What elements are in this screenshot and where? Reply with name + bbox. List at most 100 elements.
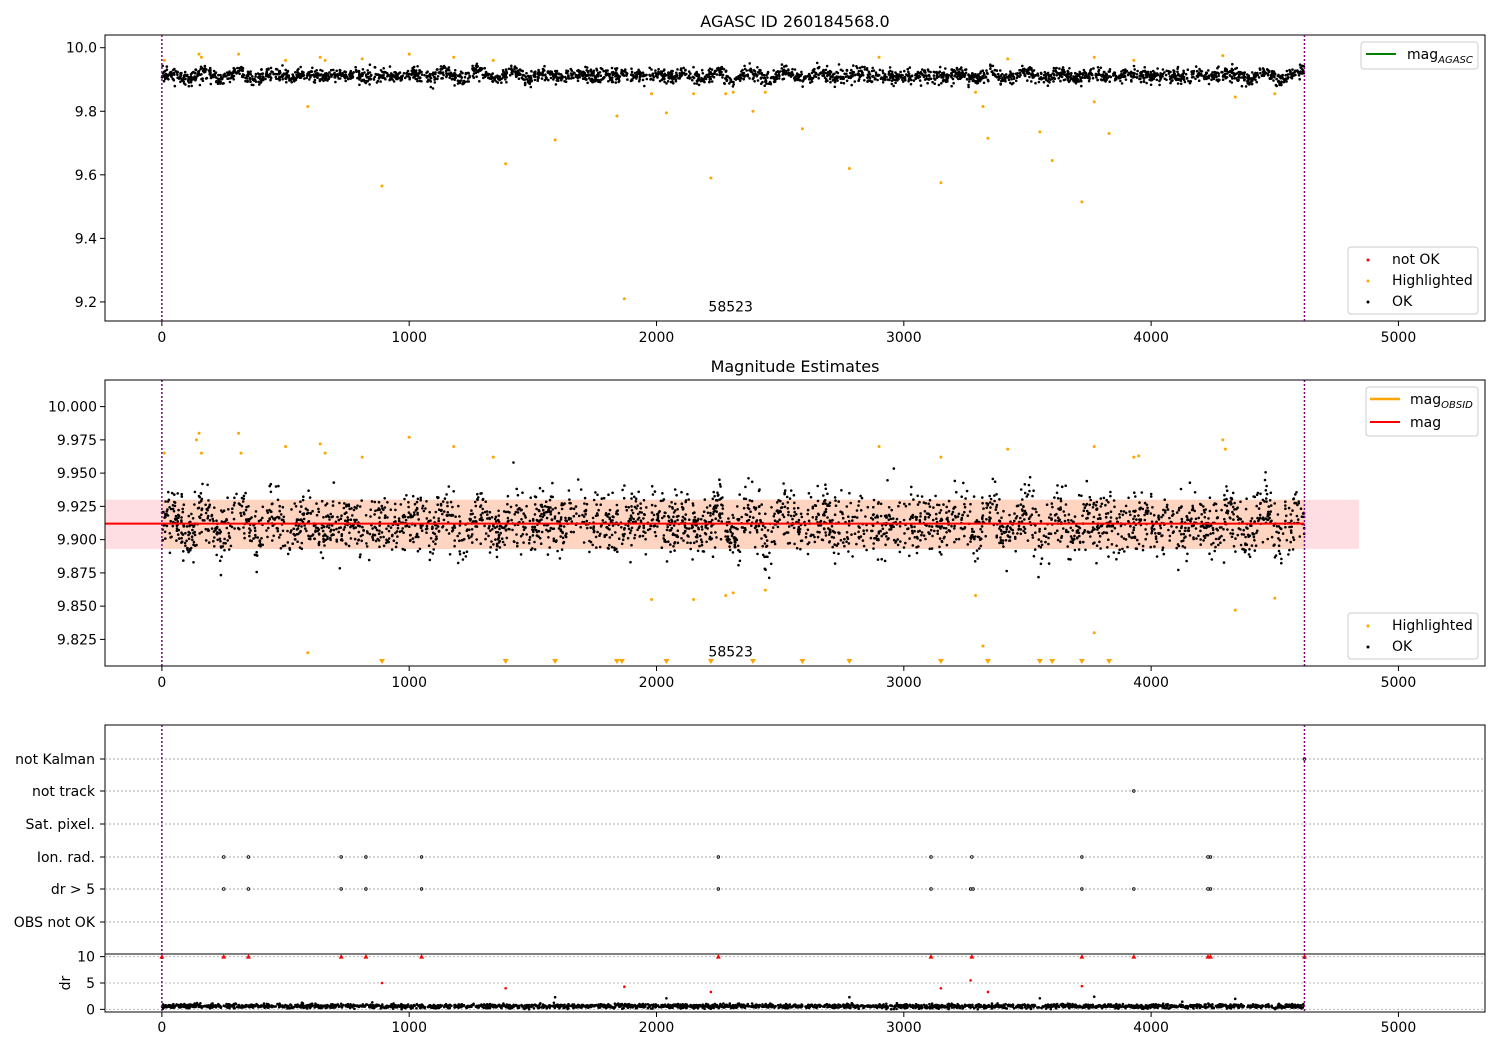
ok-point: [1092, 77, 1095, 80]
ok-point: [1008, 514, 1011, 517]
ok-point: [966, 78, 969, 81]
highlighted-point: [939, 181, 942, 184]
ok-point: [515, 488, 518, 491]
ok-point: [985, 76, 988, 79]
ok-point: [166, 510, 169, 513]
ok-point: [328, 518, 331, 521]
ok-point: [1151, 520, 1154, 523]
ok-point: [1105, 73, 1108, 76]
ok-point: [828, 73, 831, 76]
ok-point: [204, 504, 207, 507]
ok-point: [1121, 548, 1124, 551]
ok-point: [1273, 543, 1276, 546]
ok-point: [888, 73, 891, 76]
ok-point: [395, 542, 398, 545]
ok-point: [271, 539, 274, 542]
ok-point: [430, 77, 433, 80]
y-tick-label: 10.0: [66, 41, 97, 57]
ok-point: [812, 516, 815, 519]
ok-point: [1098, 69, 1101, 72]
ok-point: [501, 537, 504, 540]
ok-point: [591, 544, 594, 547]
ok-point: [496, 556, 499, 559]
ok-point: [488, 525, 491, 528]
ok-point: [226, 539, 229, 542]
ok-point: [1140, 518, 1143, 521]
ok-point: [915, 518, 918, 521]
ok-point: [518, 74, 521, 77]
ok-point: [584, 497, 587, 500]
ok-point: [1008, 531, 1011, 534]
ok-point: [369, 63, 372, 66]
ok-point: [754, 70, 757, 73]
ok-point: [1000, 529, 1003, 532]
ok-point: [291, 78, 294, 81]
ok-point: [386, 516, 389, 519]
ok-point: [208, 69, 211, 72]
ok-point: [540, 505, 543, 508]
ok-point: [1120, 535, 1123, 538]
ok-point: [471, 528, 474, 531]
ok-point: [900, 74, 903, 77]
ok-point: [985, 507, 988, 510]
ok-point: [999, 83, 1002, 86]
highlighted-point: [200, 56, 203, 59]
ok-point: [828, 541, 831, 544]
ok-point: [1115, 76, 1118, 79]
ok-point: [898, 75, 901, 78]
ok-point: [1269, 510, 1272, 513]
ok-point: [164, 537, 167, 540]
ok-point: [565, 69, 568, 72]
ok-point: [824, 483, 827, 486]
ok-point: [498, 76, 501, 79]
ok-point: [718, 478, 721, 481]
ok-point: [1180, 78, 1183, 81]
ok-point: [394, 503, 397, 506]
ok-point: [682, 67, 685, 70]
ok-point: [449, 553, 452, 556]
ok-point: [840, 489, 843, 492]
ok-point: [534, 79, 537, 82]
ok-point: [374, 76, 377, 79]
ok-point: [1191, 505, 1194, 508]
ok-point: [1211, 74, 1214, 77]
ok-point: [1223, 494, 1226, 497]
ok-point: [1167, 70, 1170, 73]
ok-point: [938, 84, 941, 87]
ok-point: [390, 78, 393, 81]
ok-point: [661, 79, 664, 82]
ok-point: [1207, 75, 1210, 78]
ok-point: [674, 75, 677, 78]
ok-point: [935, 71, 938, 74]
ok-point: [1143, 80, 1146, 83]
ok-point: [783, 69, 786, 72]
ok-point: [336, 73, 339, 76]
ok-point: [871, 67, 874, 70]
ok-point: [339, 77, 342, 80]
x-tick-label: 1000: [391, 330, 427, 346]
ok-point: [1097, 66, 1100, 69]
ok-point: [616, 77, 619, 80]
ok-point: [829, 76, 832, 79]
ok-point: [1147, 71, 1150, 74]
ok-point: [1273, 76, 1276, 79]
ok-point: [806, 513, 809, 516]
ok-point: [530, 86, 533, 89]
ok-point: [1116, 520, 1119, 523]
ok-point: [882, 72, 885, 75]
ok-point: [256, 554, 259, 557]
ok-point: [1124, 71, 1127, 74]
ok-point: [607, 80, 610, 83]
ok-point: [748, 69, 751, 72]
ok-point: [896, 73, 899, 76]
ok-point: [770, 563, 773, 566]
ok-point: [196, 73, 199, 76]
ok-point: [929, 505, 932, 508]
ok-point: [1156, 67, 1159, 70]
ok-point: [537, 77, 540, 80]
ok-point: [810, 496, 813, 499]
ok-point: [329, 513, 332, 516]
ok-point: [945, 81, 948, 84]
ok-point: [626, 72, 629, 75]
ok-point: [739, 77, 742, 80]
